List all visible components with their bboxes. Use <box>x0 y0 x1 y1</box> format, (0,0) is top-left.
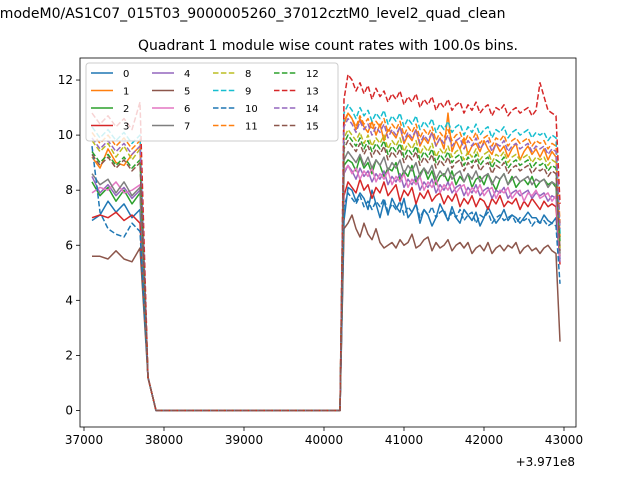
legend-label-2: 2 <box>123 104 129 115</box>
file-name-title: n file: modeM0/AS1C07_015T03_9000005260_… <box>0 6 506 22</box>
legend-label-6: 6 <box>184 104 190 115</box>
y-tick-label: 6 <box>65 238 73 252</box>
x-axis-offset-label: +3.971e8 <box>516 455 575 469</box>
legend-label-13: 13 <box>306 87 319 98</box>
y-tick-label: 8 <box>65 183 73 197</box>
legend-label-10: 10 <box>245 104 258 115</box>
legend-label-0: 0 <box>123 69 129 80</box>
series-line-15 <box>91 139 561 412</box>
series-line-2 <box>91 156 561 412</box>
y-tick-label: 0 <box>65 403 73 417</box>
x-tick-label: 38000 <box>145 433 183 447</box>
y-tick-label: 2 <box>65 348 73 362</box>
y-axis: 0 2 4 6 8 10 12 <box>58 73 80 417</box>
series-line-12 <box>91 134 561 412</box>
legend-label-4: 4 <box>184 69 190 80</box>
x-tick-label: 37000 <box>65 433 103 447</box>
legend-label-7: 7 <box>184 122 190 133</box>
x-tick-label: 42000 <box>465 433 503 447</box>
legend-label-15: 15 <box>306 122 319 133</box>
x-tick-label: 43000 <box>545 433 583 447</box>
legend-box <box>85 62 339 142</box>
legend-label-5: 5 <box>184 87 190 98</box>
series-line-3 <box>91 178 561 412</box>
series-line-8 <box>91 128 561 412</box>
legend-label-1: 1 <box>123 87 129 98</box>
legend-label-14: 14 <box>306 104 319 115</box>
series-line-0 <box>91 186 561 412</box>
legend-label-11: 11 <box>245 122 258 133</box>
y-tick-label: 12 <box>58 73 73 87</box>
x-tick-label: 39000 <box>225 433 263 447</box>
legend-label-9: 9 <box>245 87 251 98</box>
series-line-9 <box>91 104 561 412</box>
chart-title: Quadrant 1 module wise count rates with … <box>138 38 518 54</box>
y-tick-label: 4 <box>65 293 73 307</box>
y-tick-label: 10 <box>58 128 73 142</box>
x-tick-label: 41000 <box>385 433 423 447</box>
series-line-5 <box>92 214 561 412</box>
series-line-6 <box>91 164 561 412</box>
series-line-10 <box>91 146 561 412</box>
legend-label-8: 8 <box>245 69 251 80</box>
legend-label-3: 3 <box>123 122 129 133</box>
x-tick-label: 40000 <box>305 433 343 447</box>
plot-lines <box>91 73 561 412</box>
x-axis: 37000 38000 39000 40000 41000 42000 43000 <box>65 427 583 447</box>
legend-label-12: 12 <box>306 69 319 80</box>
series-line-4 <box>91 164 561 412</box>
axes-frame <box>79 57 577 428</box>
